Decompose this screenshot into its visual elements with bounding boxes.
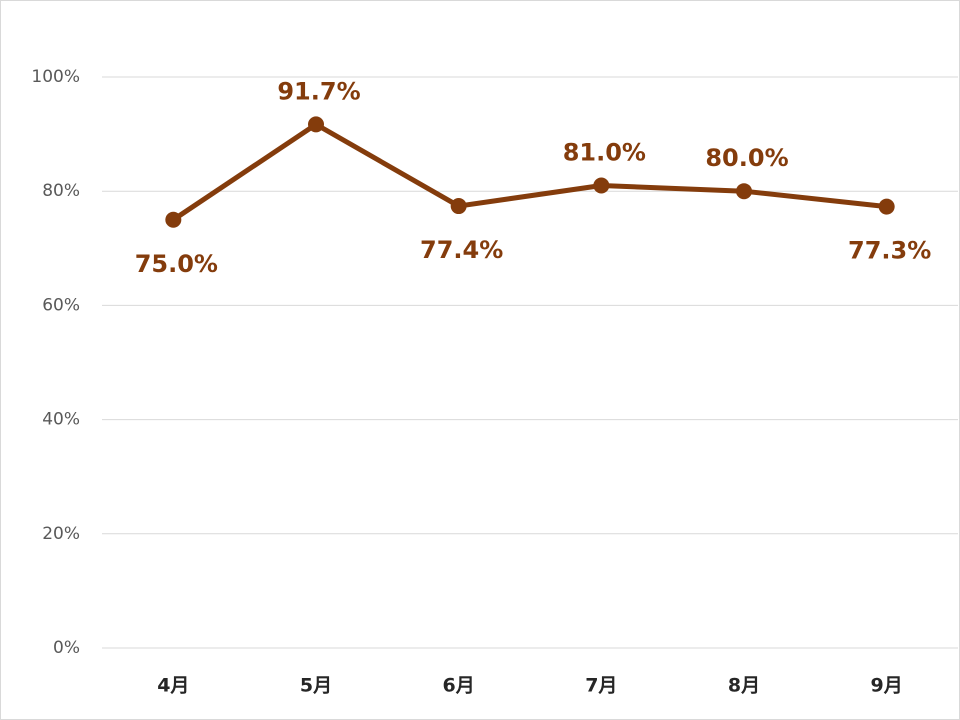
x-tick-label: 7月 xyxy=(585,675,617,697)
marker xyxy=(593,177,610,194)
marker xyxy=(878,198,895,215)
x-tick-label: 8月 xyxy=(728,675,760,697)
marker xyxy=(165,211,182,228)
marker xyxy=(450,198,467,215)
x-tick-label: 5月 xyxy=(300,675,332,697)
y-tick-label: 20% xyxy=(42,524,80,544)
value-label: 80.0% xyxy=(705,144,788,172)
value-label: 75.0% xyxy=(135,250,218,278)
x-tick-label: 6月 xyxy=(443,675,475,697)
y-tick-label: 100% xyxy=(31,67,80,87)
y-tick-label: 80% xyxy=(42,181,80,201)
y-tick-label: 40% xyxy=(42,410,80,430)
y-tick-label: 60% xyxy=(42,295,80,315)
value-label: 77.4% xyxy=(420,236,503,264)
line xyxy=(171,121,887,222)
value-label: 91.7% xyxy=(277,77,360,105)
value-label: 81.0% xyxy=(563,138,646,166)
value-label: 77.3% xyxy=(848,237,931,265)
x-tick-label: 4月 xyxy=(157,675,189,697)
marker xyxy=(736,183,752,200)
y-tick-label: 0% xyxy=(53,638,80,658)
x-tick-label: 9月 xyxy=(871,675,903,697)
marker xyxy=(308,116,324,133)
